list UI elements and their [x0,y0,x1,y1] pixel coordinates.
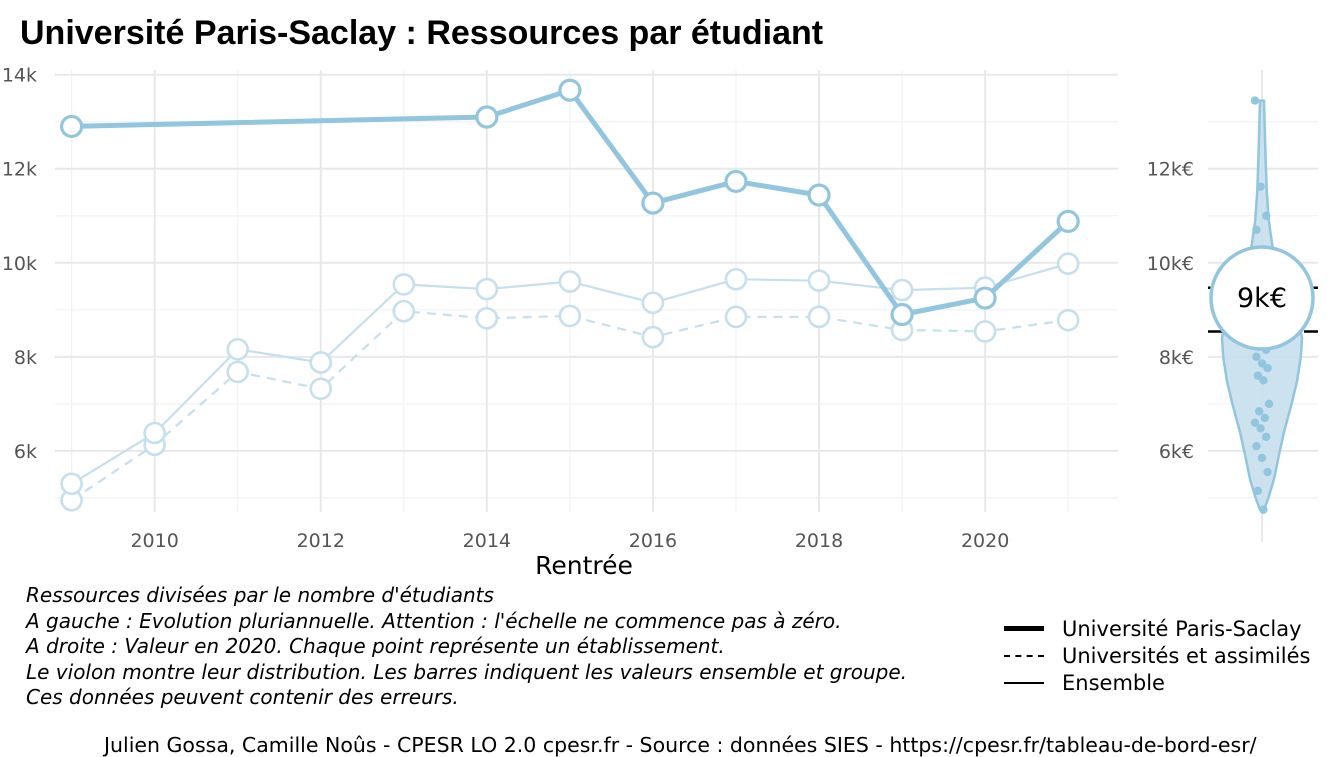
x-axis-label: Rentrée [535,551,633,580]
violin-point [1263,363,1272,373]
highlight-value-label: 9k€ [1237,283,1287,314]
data-point [475,277,499,301]
note-line: A droite : Valeur en 2020. Chaque point … [26,634,725,659]
data-point [475,306,499,330]
violin-point [1257,453,1267,463]
note-line: A gauche : Evolution pluriannuelle. Atte… [26,608,842,633]
violin-point [1256,182,1265,191]
y-tick-label: 8k [14,347,37,369]
data-point [558,304,582,328]
data-point [226,338,250,361]
y-tick-label: 12k [2,159,37,181]
data-point [558,270,582,293]
y-tick-label: 6k [14,441,37,463]
main-plot-grid [55,70,1118,512]
data-point [558,78,582,102]
data-point [807,183,831,207]
violin-point [1250,96,1260,105]
data-point [392,299,416,323]
series-solid-thick [60,78,1080,327]
data-point [226,360,250,384]
legend-swatch-thin [1004,681,1044,684]
chart-title: Université Paris-Saclay : Ressources par… [20,14,824,52]
y-tick-label: 12k€ [1147,159,1194,181]
data-point [1056,209,1080,234]
data-point [724,305,748,329]
violin-point [1253,371,1263,380]
data-point [1056,308,1080,332]
violin-point [1257,359,1267,368]
data-point [1056,252,1080,276]
x-tick-label: 2010 [130,530,178,552]
violin-point [1255,407,1264,416]
legend-item-ensemble: Ensemble [1004,669,1310,696]
y-tick-label: 6k€ [1159,441,1194,463]
violin-plot: 9k€ [1208,96,1318,514]
violin-point [1253,486,1263,496]
data-point [641,191,665,215]
data-point [392,273,416,296]
violin-point [1252,352,1261,362]
violin-point [1256,424,1265,433]
data-point [724,169,748,194]
chart-legend: Université Paris-Saclay Universités et a… [1004,615,1310,696]
y-tick-label: 8k€ [1159,347,1194,369]
data-point [641,325,665,349]
violin-point [1264,399,1274,409]
chart-canvas: 2010 2012 2014 2016 2018 2020 6k 8k 10k 12k 14k Re… [2,65,1318,580]
data-point [60,472,83,496]
violin-point [1259,505,1268,514]
main-plot-ticks: 2010 2012 2014 2016 2018 2020 6k 8k 10k 12k 14k [2,65,1009,552]
legend-swatch-thick [1004,626,1044,631]
main-plot-series [60,78,1080,512]
x-tick-label: 2016 [629,530,677,552]
legend-item-universites: Universités et assimilés [1004,642,1310,669]
x-tick-label: 2020 [961,530,1009,552]
legend-swatch-dashed [1004,654,1044,657]
source-caption: Julien Gossa, Camille Noûs - CPESR LO 2.… [104,733,1257,757]
chart-notes: Ressources divisées par le nombre d'étud… [26,583,907,711]
legend-label: Ensemble [1062,670,1165,695]
data-point [890,302,914,327]
data-point [143,421,166,445]
y-tick-label: 10k [2,253,37,275]
note-line: Ces données peuvent contenir des erreurs… [26,685,459,710]
legend-label: Université Paris-Saclay [1062,616,1302,641]
data-point [641,291,665,315]
note-line: Ressources divisées par le nombre d'étud… [26,583,494,607]
violin-point [1259,376,1268,385]
data-point [60,114,84,139]
series-solid-thin [60,252,1080,496]
data-point [309,351,333,374]
violin-point [1252,441,1261,451]
legend-item-paris-saclay: Université Paris-Saclay [1004,615,1310,642]
y-tick-label: 14k [2,65,37,87]
violin-point [1252,225,1261,235]
x-tick-label: 2018 [795,530,843,552]
legend-label: Universités et assimilés [1062,643,1311,668]
data-point [973,286,997,310]
violin-point [1262,211,1271,220]
note-line: Le violon montre leur distribution. Les … [26,659,907,684]
data-point [890,278,914,302]
y-tick-label: 10k€ [1147,253,1194,275]
violin-point [1263,467,1272,477]
violin-plot-ticks: 6k€ 8k€ 10k€ 12k€ [1147,159,1194,463]
data-point [807,305,831,329]
data-point [973,320,997,343]
data-point [309,377,333,401]
violin-point [1250,418,1260,427]
violin-point [1260,413,1270,423]
violin-point [1262,432,1271,441]
x-tick-label: 2014 [463,530,511,552]
data-point [807,269,831,292]
data-point [475,105,499,129]
highlight-value-marker [1209,245,1315,351]
x-tick-label: 2012 [297,530,345,552]
data-point [724,267,748,291]
